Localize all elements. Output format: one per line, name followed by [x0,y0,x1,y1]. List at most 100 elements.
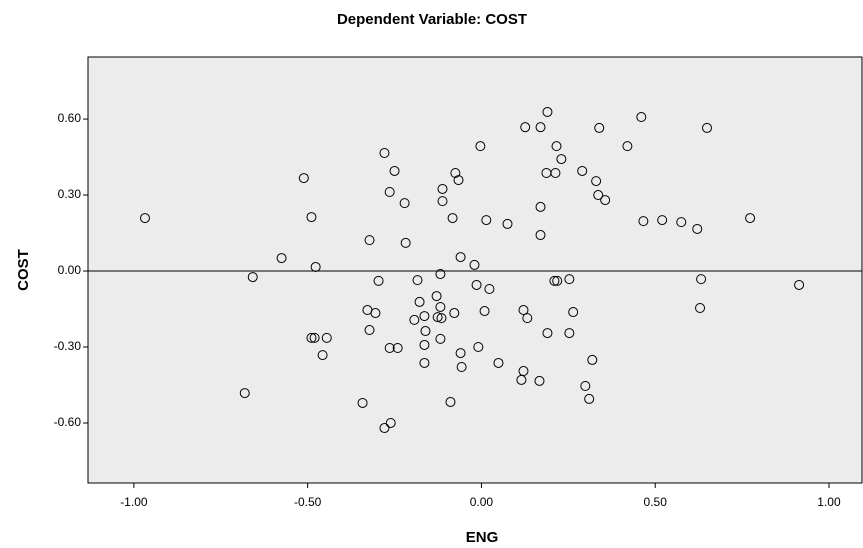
data-point [399,198,410,209]
data-point [692,223,703,234]
data-point [419,357,430,368]
x-tick-label: 1.00 [817,495,841,509]
data-point [550,167,561,178]
data-point [379,147,390,158]
x-tick-label: -1.00 [120,495,148,509]
data-point [522,313,533,324]
data-point [701,122,712,133]
data-point [556,154,567,165]
data-point [317,350,328,361]
data-point [542,106,553,117]
data-point [587,354,598,365]
data-point [298,173,309,184]
data-point [481,215,492,226]
data-point [551,141,562,152]
data-point [437,196,448,207]
data-point [373,275,384,286]
data-point [412,275,423,286]
data-point [447,213,458,224]
data-point [449,308,460,319]
data-point [419,339,430,350]
data-point [414,296,425,307]
data-point [384,186,395,197]
data-point [469,259,480,270]
data-point [435,301,446,312]
data-point [542,328,553,339]
data-point [453,175,464,186]
y-tick-label: -0.30 [54,339,82,353]
data-point [471,279,482,290]
data-point [455,252,466,263]
data-point [622,141,633,152]
data-point [564,274,575,285]
data-point [364,325,375,336]
x-tick-label: 0.00 [470,495,494,509]
data-point [445,396,456,407]
data-point [247,272,258,283]
data-point [409,314,420,325]
data-point [479,306,490,317]
data-point [695,302,706,313]
x-tick-label: -0.50 [294,495,322,509]
data-point [484,283,495,294]
data-point [518,305,529,316]
data-point [436,313,447,324]
data-point [306,212,317,223]
data-point [420,326,431,337]
y-tick-label: 0.30 [58,187,82,201]
y-tick-label: 0.60 [58,111,82,125]
data-point [535,122,546,133]
data-point [379,423,390,434]
data-point [364,235,375,246]
data-point [535,201,546,212]
data-point [321,332,332,343]
data-point [475,141,486,152]
data-point [450,167,461,178]
data-point [239,388,250,399]
data-point [745,213,756,224]
data-point [794,279,805,290]
data-point [431,291,442,302]
data-point [552,275,563,286]
data-point [493,357,504,368]
data-point [657,215,668,226]
data-point [549,275,560,286]
data-point [456,362,467,373]
data-point [435,333,446,344]
data-point [568,307,579,318]
data-point [370,308,381,319]
data-point [385,417,396,428]
data-point [437,183,448,194]
data-point [400,237,411,248]
data-point [455,348,466,359]
data-point [580,380,591,391]
data-point [564,328,575,339]
data-point [473,341,484,352]
data-point [432,312,443,323]
data-point [310,261,321,272]
data-point [638,216,649,227]
data-point [419,311,430,322]
data-point [584,393,595,404]
data-point [306,332,317,343]
data-point [276,253,287,264]
y-tick-label: -0.60 [54,415,82,429]
data-point [392,343,403,354]
data-point [384,343,395,354]
data-point [676,217,687,228]
data-point [591,176,602,187]
data-point [516,374,527,385]
data-point [357,397,368,408]
x-tick-label: 0.50 [644,495,668,509]
data-point [696,274,707,285]
data-point [535,230,546,241]
data-point [636,112,647,123]
data-point [389,165,400,176]
x-axis-label: ENG [466,529,499,546]
data-point [593,190,604,201]
data-point [600,195,611,206]
data-point [309,332,320,343]
data-point [534,375,545,386]
y-axis-label: COST [15,249,32,291]
